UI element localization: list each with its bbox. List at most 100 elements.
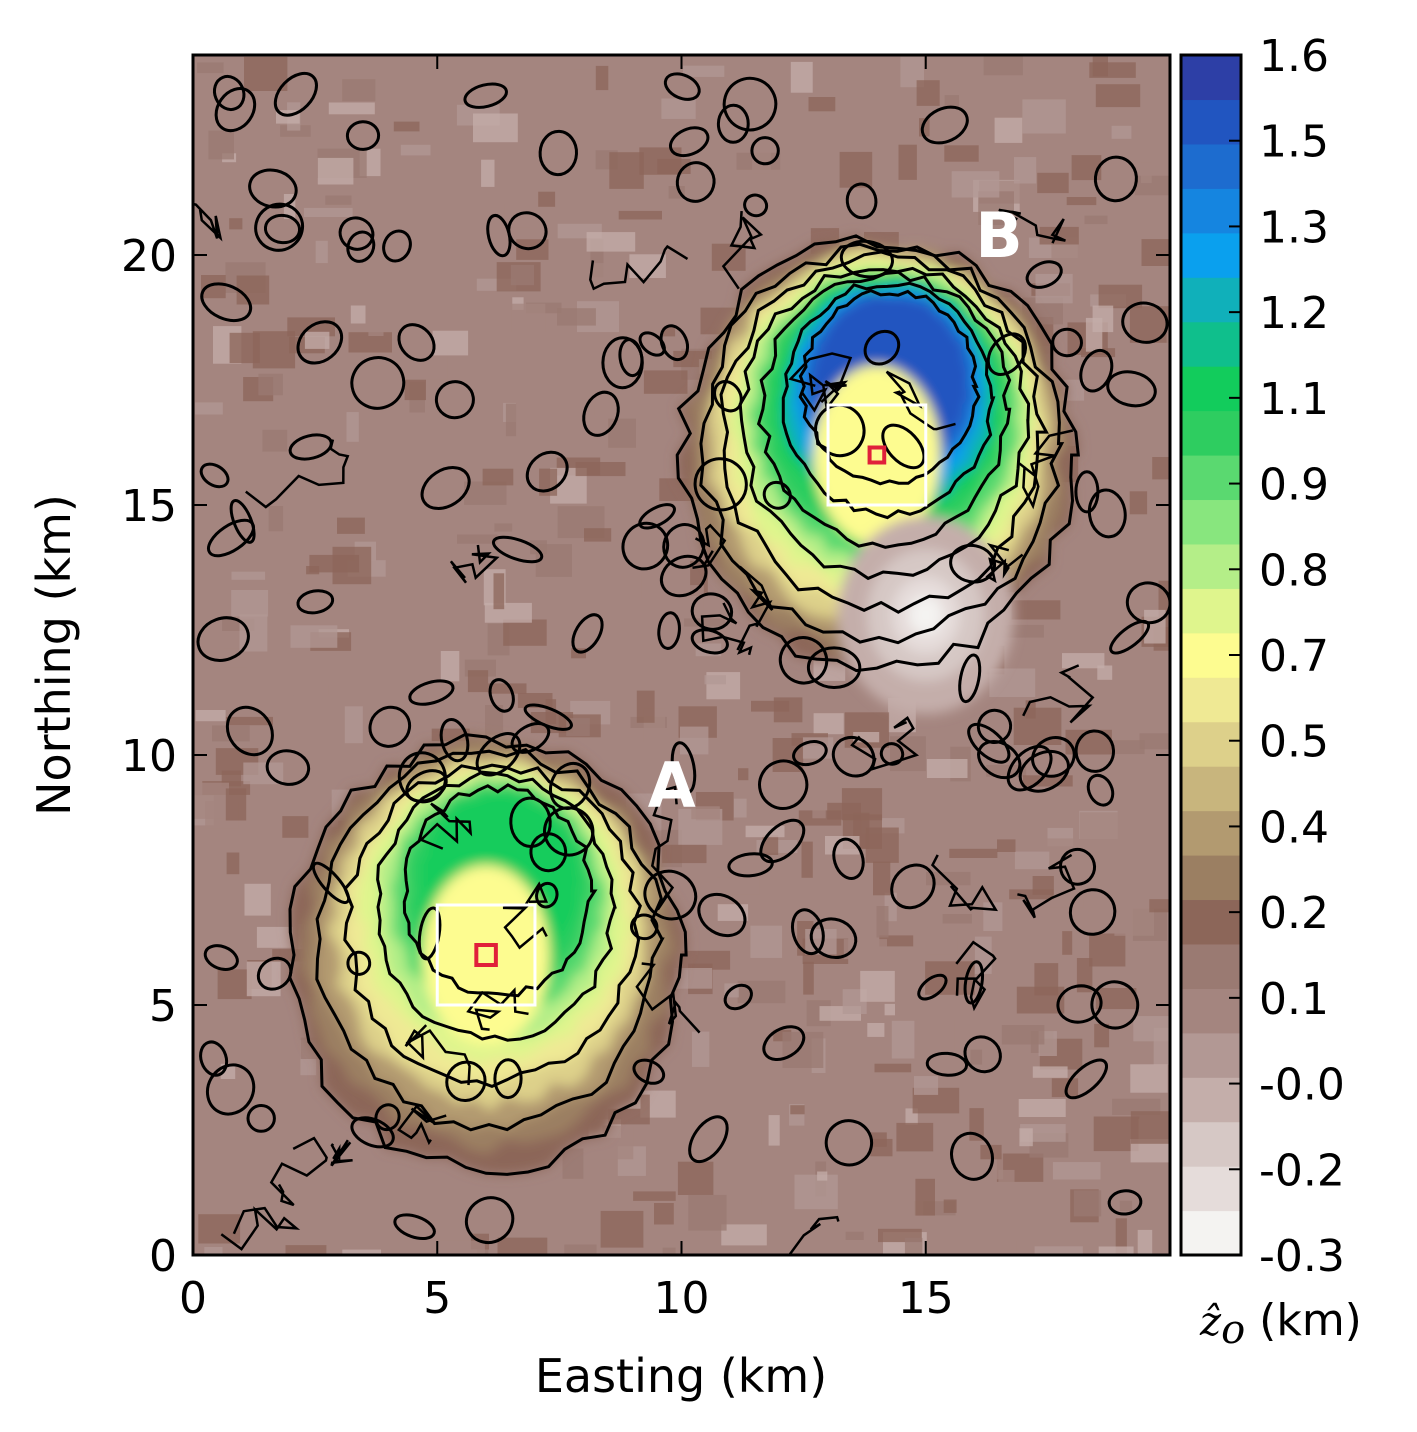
noise-contour (374, 1103, 401, 1132)
noise-patch (252, 331, 296, 369)
noise-patch (1037, 172, 1069, 194)
red-box-b (867, 445, 887, 465)
noise-contour (723, 983, 753, 1011)
noise-contour (831, 735, 876, 778)
noise-patch (1097, 665, 1113, 680)
y-tick-label: 15 (121, 481, 177, 532)
noise-contour (1079, 348, 1114, 393)
noise-patch (983, 55, 1023, 76)
noise-contour (662, 523, 706, 569)
peak-label-b: B (975, 199, 1022, 272)
noise-contour (657, 611, 681, 650)
colorbar-title-symbol: ẑ (1199, 1299, 1222, 1345)
noise-patch (573, 69, 600, 91)
noise-contour (790, 908, 825, 956)
noise-patch (873, 861, 891, 896)
noise-patch (594, 403, 622, 416)
noise-patch (884, 1003, 895, 1016)
noise-contour (346, 230, 376, 263)
noise-contour (507, 211, 548, 251)
noise-patch (919, 118, 930, 137)
contour-line-b (675, 234, 1080, 673)
noise-contour (229, 498, 256, 544)
noise-contour (510, 721, 551, 754)
noise-patch (609, 152, 644, 189)
noise-contour (493, 1058, 523, 1100)
noise-contour (535, 881, 559, 909)
noise-contour (408, 679, 455, 706)
noise-contour (1087, 488, 1127, 539)
noise-contour (346, 950, 372, 976)
noise-contour (1086, 773, 1115, 807)
noise-patch (198, 1214, 241, 1244)
noise-patch (951, 171, 1000, 198)
noise-patch (328, 102, 375, 115)
noise-patch (839, 151, 873, 188)
noise-contour (630, 913, 659, 941)
noise-patch (768, 1115, 780, 1146)
noise-patch (942, 914, 972, 924)
noise-patch (680, 726, 709, 755)
noise-patch (283, 1122, 305, 1157)
noise-contour (950, 1131, 994, 1181)
noise-contour (205, 1063, 256, 1116)
noise-patch (853, 732, 880, 743)
noise-contour (1056, 984, 1103, 1024)
noise-patch (1001, 1025, 1045, 1045)
noise-contour (668, 126, 710, 158)
noise-patch (1062, 653, 1105, 669)
red-box-a (474, 943, 498, 967)
noise-patch (620, 294, 655, 320)
noise-patch (812, 782, 826, 819)
noise-patch (943, 1199, 957, 1213)
noise-contour (675, 161, 716, 203)
colorbar-tick-label: 0.5 (1259, 717, 1329, 768)
noise-patch (879, 935, 914, 947)
noise-patch (914, 1076, 939, 1095)
noise-patch (557, 308, 596, 326)
noise-patch (629, 573, 642, 599)
noise-patch (212, 725, 250, 742)
x-axis: 0 5 10 15 (179, 55, 954, 1324)
noise-patch (927, 927, 958, 955)
noise-contour-path (700, 602, 753, 656)
noise-contour (1064, 1058, 1108, 1100)
noise-patch (790, 1105, 805, 1115)
y-axis: 0 5 10 15 20 (121, 231, 1170, 1282)
noise-contour (338, 216, 375, 251)
noise-patch (505, 403, 517, 437)
noise-patch (600, 1210, 644, 1248)
noise-patch (916, 1019, 955, 1055)
peak-label-a: A (648, 749, 696, 822)
contour-line-b (699, 242, 1065, 645)
noise-patch (226, 852, 240, 875)
noise-patch (576, 292, 602, 303)
noise-contour (1106, 370, 1157, 408)
noise-patch (970, 1049, 983, 1065)
colorbar-swatch (1181, 321, 1241, 367)
noise-patch (692, 1031, 710, 1067)
noise-contour-path (788, 352, 853, 392)
noise-contour (832, 837, 865, 880)
y-tick-label: 5 (149, 981, 177, 1032)
noise-contour (571, 613, 604, 654)
noise-patch (590, 651, 621, 677)
noise-patch (944, 95, 959, 109)
noise-contour (690, 628, 729, 655)
noise-patch (805, 929, 837, 955)
noise-patch (393, 121, 420, 132)
peak-labels: AB (648, 199, 1023, 822)
noise-patch (915, 1178, 935, 1216)
noise-contour-path (466, 987, 529, 1031)
noise-patch (618, 210, 662, 220)
noise-patch (1034, 1246, 1083, 1255)
noise-patch (221, 770, 242, 787)
noise-contour (716, 103, 750, 144)
noise-patch (654, 1203, 674, 1225)
noise-patch (704, 675, 726, 685)
noise-patch (225, 788, 247, 821)
noise-patch (843, 939, 887, 960)
noise-patch (591, 263, 608, 279)
colorbar-tick-label: 0.9 (1259, 460, 1329, 511)
